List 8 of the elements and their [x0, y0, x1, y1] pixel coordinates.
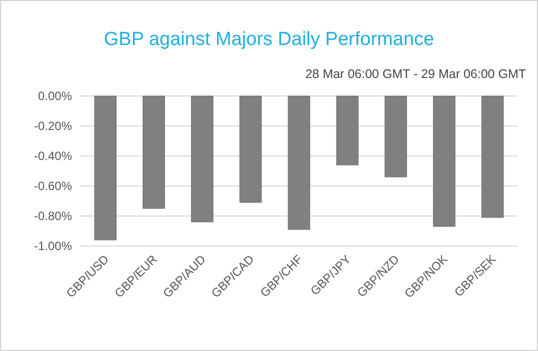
chart-title: GBP against Majors Daily Performance: [104, 29, 434, 50]
y-tick-label: -0.40%: [34, 149, 72, 164]
y-tick-label: 0.00%: [38, 89, 72, 104]
y-tick-label: -0.20%: [34, 119, 72, 134]
y-tick-label: -1.00%: [34, 239, 72, 254]
chart-subtitle: 28 Mar 06:00 GMT - 29 Mar 06:00 GMT: [305, 67, 526, 81]
y-tick-label: -0.60%: [34, 179, 72, 194]
y-tick-label: -0.80%: [34, 209, 72, 224]
